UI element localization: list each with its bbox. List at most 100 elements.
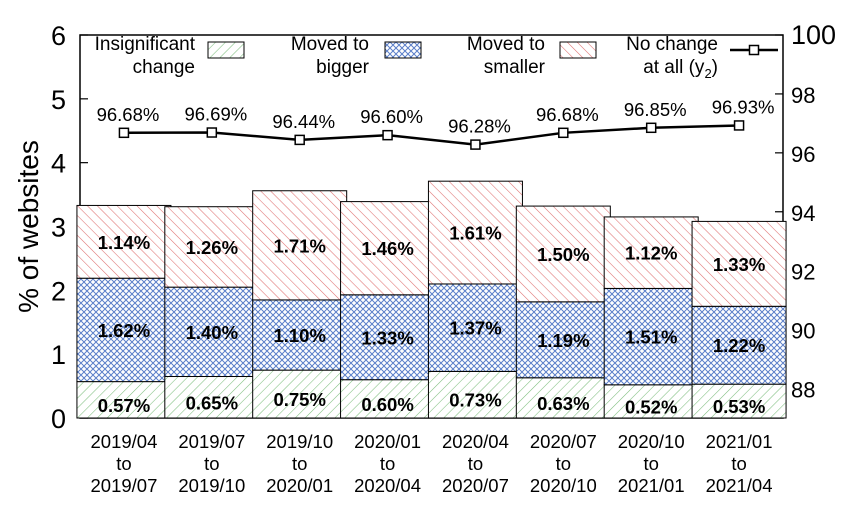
y2-tick-label: 100 xyxy=(791,20,836,50)
y2-tick-label: 98 xyxy=(791,83,815,108)
legend-label: No change at all (y2) xyxy=(626,34,718,81)
bar-data-label: 0.53% xyxy=(713,396,765,417)
bar-segment xyxy=(76,277,172,383)
bar-segment xyxy=(164,376,260,419)
x-tick-label-line: to xyxy=(468,453,483,474)
x-tick-label-line: to xyxy=(380,453,395,474)
line-data-label: 96.68% xyxy=(97,104,160,125)
y-tick-label: 5 xyxy=(51,85,66,115)
x-tick-label-line: 2020/07 xyxy=(530,431,597,452)
x-tick-label-line: 2020/10 xyxy=(530,475,597,496)
x-tick-label: 2020/10 to 2021/01 xyxy=(618,431,685,496)
x-tick-label: 2021/01 to 2021/04 xyxy=(706,431,773,496)
legend-label-suffix: ) xyxy=(712,57,718,78)
x-tick-label-line: 2019/10 xyxy=(266,431,333,452)
bar-data-label: 0.60% xyxy=(361,394,413,415)
line-data-label: 96.60% xyxy=(360,106,423,127)
x-tick-label-line: 2021/01 xyxy=(706,431,773,452)
bar-data-label: 1.12% xyxy=(625,243,677,264)
x-tick-label-line: to xyxy=(556,453,571,474)
legend-label-line: Insignificant xyxy=(95,34,196,55)
x-tick-label-line: to xyxy=(204,453,219,474)
bar-segment xyxy=(427,180,523,285)
y-axis-title: % of websites xyxy=(13,140,44,313)
line-data-label: 96.69% xyxy=(184,104,247,125)
x-tick-label-line: 2020/10 xyxy=(618,431,685,452)
y2-tick-label: 92 xyxy=(791,260,815,285)
x-tick-label-line: 2020/01 xyxy=(354,431,421,452)
bar-data-label: 0.65% xyxy=(186,392,238,413)
x-tick-label: 2020/04 to 2020/07 xyxy=(442,431,509,496)
bar-segment xyxy=(603,287,699,386)
bar-segment xyxy=(603,216,699,289)
bar-data-label: 1.33% xyxy=(361,327,413,348)
y-tick-label: 4 xyxy=(51,149,66,179)
line-data-label: 96.93% xyxy=(712,96,775,117)
legend-label: Moved to smaller xyxy=(467,34,546,78)
line-data-label: 96.68% xyxy=(536,104,599,125)
axes: 0 1 2 3 4 5 6 88 90 92 94 96 98 100 % of websites 2019/… xyxy=(13,20,836,496)
y-tick-label: 3 xyxy=(51,213,66,243)
bar-data-label: 0.73% xyxy=(449,390,501,411)
bar-data-label: 0.75% xyxy=(273,389,325,410)
line-marker xyxy=(733,120,745,131)
legend-label-line: No change xyxy=(626,34,718,55)
legend-label: Moved to bigger xyxy=(291,34,370,78)
line-path xyxy=(123,124,740,146)
line-data-label: 96.28% xyxy=(448,116,511,137)
bar-segment xyxy=(691,305,787,385)
legend-label: Insignificant change xyxy=(95,34,196,78)
x-tick-label-line: 2020/04 xyxy=(354,475,421,496)
bar-data-label: 1.33% xyxy=(713,254,765,275)
bars: 0.57% 1.62% 1.14% 0.65% 1.40% 1.26% 0.75% 1.10%… xyxy=(76,180,787,419)
legend-swatch xyxy=(384,41,422,59)
bar-segment xyxy=(515,301,611,379)
x-tick-label-line: to xyxy=(292,453,307,474)
y2-tick-label: 94 xyxy=(791,201,815,226)
line-data-label: 96.44% xyxy=(272,111,335,132)
x-tick-label: 2019/04 to 2019/07 xyxy=(91,431,158,496)
y2-tick-label: 90 xyxy=(791,319,815,344)
x-tick-label: 2019/07 to 2019/10 xyxy=(178,431,245,496)
y-tick-label: 0 xyxy=(51,404,66,434)
x-tick-label: 2020/01 to 2020/04 xyxy=(354,431,421,496)
x-tick-label: 2020/07 to 2020/10 xyxy=(530,431,597,496)
y2-tick-label: 96 xyxy=(791,142,815,167)
y-tick-label: 2 xyxy=(51,276,66,306)
line-marker xyxy=(645,122,657,134)
y2-tick-label: 88 xyxy=(791,378,815,403)
bar-segment xyxy=(427,283,523,372)
bar-data-label: 1.46% xyxy=(361,238,413,259)
bar-data-label: 1.19% xyxy=(537,330,589,351)
bar-segment xyxy=(252,299,348,371)
bar-data-label: 1.61% xyxy=(449,223,501,244)
line-marker xyxy=(294,134,305,146)
x-tick-label-line: 2020/04 xyxy=(442,431,509,452)
line-marker xyxy=(382,129,393,141)
bar-data-label: 1.26% xyxy=(186,237,238,258)
line-data-label: 96.85% xyxy=(624,99,687,120)
legend-label-line: Moved to xyxy=(467,34,545,55)
line-marker xyxy=(118,127,130,139)
legend-label-line: change xyxy=(133,57,195,78)
x-tick-label-line: 2019/04 xyxy=(91,431,158,452)
legend: Insignificant change Moved to bigger Moved t… xyxy=(95,34,778,81)
x-tick-label-line: 2021/04 xyxy=(706,475,773,496)
bar-data-label: 1.71% xyxy=(273,235,325,256)
bar-data-label: 0.57% xyxy=(98,395,150,416)
bar-data-label: 1.14% xyxy=(98,232,150,253)
x-tick-label-line: 2019/07 xyxy=(178,431,245,452)
x-tick-label-line: 2021/01 xyxy=(618,475,685,496)
bar-data-label: 0.52% xyxy=(625,396,677,417)
legend-swatch xyxy=(559,41,597,59)
bar-segment xyxy=(164,206,260,288)
bar-segment xyxy=(515,205,611,303)
x-tick-label-line: 2020/01 xyxy=(266,475,333,496)
bar-data-label: 1.10% xyxy=(273,325,325,346)
bar-data-label: 1.50% xyxy=(537,244,589,265)
x-tick-label: 2019/10 to 2020/01 xyxy=(266,431,333,496)
bar-segment xyxy=(691,220,787,307)
bar-data-label: 1.37% xyxy=(449,318,501,339)
legend-label-subscript: 2 xyxy=(704,66,711,81)
